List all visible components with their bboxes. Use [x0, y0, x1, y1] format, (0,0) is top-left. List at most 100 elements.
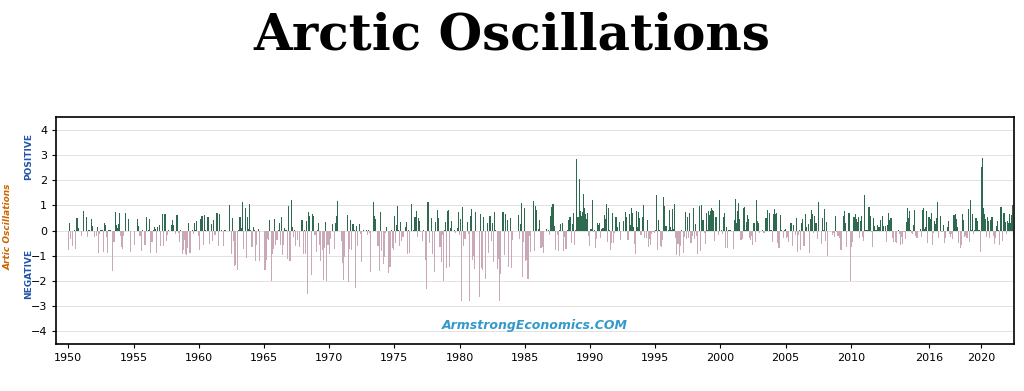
Bar [125, 213, 126, 231]
Bar [1016, 222, 1017, 231]
Bar [725, 231, 726, 248]
Bar [347, 215, 348, 231]
Bar [474, 231, 475, 269]
Bar [510, 218, 511, 231]
Bar [461, 231, 462, 301]
Bar [630, 224, 631, 231]
Bar [77, 218, 78, 231]
Bar [581, 215, 582, 231]
Bar [469, 231, 470, 301]
Bar [422, 231, 423, 240]
Bar [851, 231, 852, 247]
Bar [459, 231, 460, 235]
Bar [722, 231, 723, 235]
Bar [584, 208, 585, 231]
Bar [992, 231, 993, 236]
Bar [173, 226, 174, 231]
Bar [505, 214, 506, 231]
Bar [743, 207, 744, 231]
Bar [444, 222, 445, 231]
Bar [938, 231, 939, 238]
Bar [315, 231, 316, 253]
Bar [313, 215, 314, 231]
Bar [852, 231, 853, 242]
Bar [632, 213, 633, 231]
Bar [252, 231, 253, 248]
Bar [478, 231, 479, 297]
Bar [899, 231, 900, 234]
Bar [990, 220, 991, 231]
Bar [697, 231, 698, 254]
Bar [200, 231, 201, 250]
Bar [534, 231, 536, 251]
Bar [944, 231, 945, 244]
Bar [693, 231, 695, 239]
Bar [930, 219, 931, 231]
Bar [724, 213, 725, 231]
Bar [457, 228, 458, 231]
Bar [997, 221, 998, 231]
Bar [746, 215, 749, 231]
Bar [805, 214, 806, 231]
Bar [690, 231, 691, 244]
Bar [941, 231, 942, 232]
Bar [145, 231, 146, 246]
Bar [767, 210, 768, 231]
Bar [395, 231, 396, 243]
Bar [872, 231, 873, 247]
Bar [928, 231, 929, 243]
Bar [391, 231, 392, 248]
Bar [736, 222, 737, 231]
Bar [264, 231, 265, 270]
Bar [518, 215, 519, 231]
Bar [856, 219, 857, 231]
Bar [494, 212, 495, 231]
Bar [167, 231, 168, 235]
Bar [176, 215, 177, 231]
Bar [489, 215, 490, 231]
Bar [416, 211, 417, 231]
Bar [942, 225, 944, 231]
Bar [823, 230, 824, 231]
Bar [557, 231, 558, 235]
Bar [1019, 226, 1020, 231]
Bar [175, 231, 176, 234]
Bar [803, 219, 804, 231]
Bar [537, 210, 538, 231]
Bar [840, 231, 841, 238]
Bar [985, 219, 986, 231]
Bar [634, 231, 635, 244]
Bar [342, 231, 343, 263]
Bar [1015, 231, 1016, 235]
Bar [752, 231, 753, 236]
Bar [666, 226, 667, 231]
Bar [212, 231, 213, 241]
Bar [564, 231, 565, 237]
Bar [540, 220, 541, 231]
Bar [156, 231, 157, 253]
Bar [962, 231, 963, 246]
Bar [888, 213, 889, 231]
Bar [359, 224, 360, 231]
Bar [236, 231, 237, 265]
Bar [194, 223, 195, 231]
Bar [825, 231, 826, 240]
Bar [241, 228, 242, 231]
Bar [795, 231, 796, 235]
Bar [281, 217, 282, 231]
Bar [808, 224, 809, 231]
Bar [764, 231, 766, 233]
Bar [814, 216, 815, 231]
Bar [1002, 231, 1004, 241]
Bar [716, 217, 717, 231]
Bar [903, 231, 904, 232]
Bar [295, 231, 296, 246]
Bar [512, 231, 513, 240]
Bar [560, 224, 561, 231]
Bar [631, 208, 632, 231]
Bar [523, 231, 524, 242]
Bar [650, 231, 651, 245]
Bar [526, 231, 527, 260]
Bar [208, 217, 209, 231]
Bar [188, 223, 189, 231]
